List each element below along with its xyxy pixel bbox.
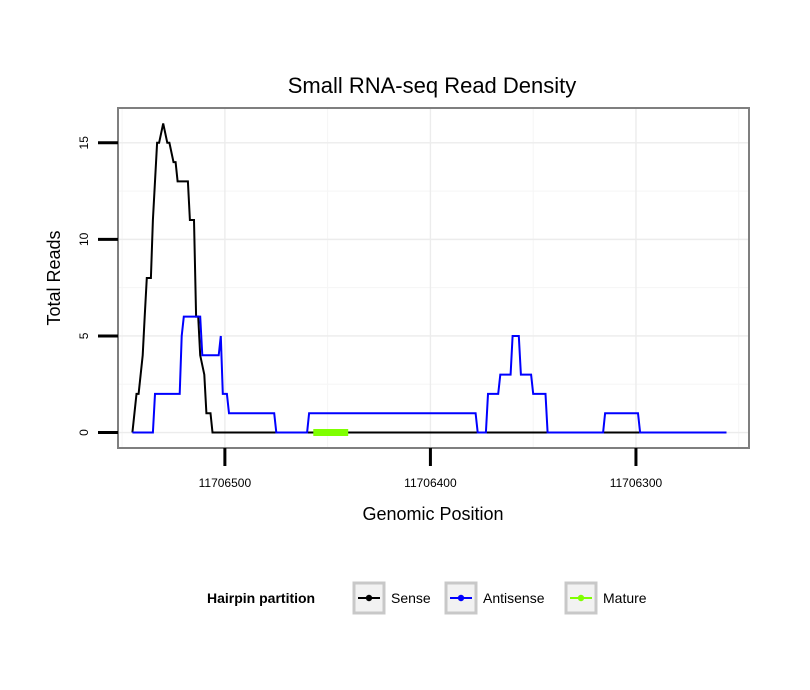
- x-axis-title: Genomic Position: [362, 504, 503, 524]
- plot-background: [118, 108, 749, 448]
- x-tick-label: 11706300: [610, 476, 663, 490]
- legend-key-dot: [577, 594, 585, 602]
- plot-border: [117, 107, 750, 449]
- y-axis-title: Total Reads: [44, 230, 64, 325]
- y-axis: 0 5 10 15: [77, 136, 118, 436]
- legend-key-dot: [457, 594, 465, 602]
- grid-lines: [118, 108, 749, 448]
- legend-key-dot: [365, 594, 373, 602]
- series-line-antisense: [132, 315, 727, 434]
- series-layer: [131, 123, 727, 436]
- chart-title: Small RNA-seq Read Density: [288, 73, 577, 98]
- legend-label: Sense: [391, 590, 431, 606]
- legend: Hairpin partition Sense Antisense Mature: [207, 581, 647, 615]
- legend-title: Hairpin partition: [207, 590, 315, 606]
- series-line-sense: [131, 123, 727, 434]
- legend-item-antisense: Antisense: [444, 581, 545, 615]
- legend-item-sense: Sense: [352, 581, 431, 615]
- legend-label: Mature: [603, 590, 647, 606]
- plot-panel: [117, 107, 750, 449]
- x-tick-label: 11706500: [199, 476, 252, 490]
- legend-items: Sense Antisense Mature: [352, 581, 647, 615]
- y-tick-label: 10: [77, 232, 91, 246]
- x-tick-label: 11706400: [404, 476, 457, 490]
- y-tick-label: 0: [77, 429, 91, 436]
- legend-item-mature: Mature: [564, 581, 647, 615]
- legend-label: Antisense: [483, 590, 545, 606]
- x-axis: 11706500 11706400 11706300: [199, 448, 663, 490]
- y-tick-label: 15: [77, 136, 91, 150]
- y-tick-label: 5: [77, 332, 91, 339]
